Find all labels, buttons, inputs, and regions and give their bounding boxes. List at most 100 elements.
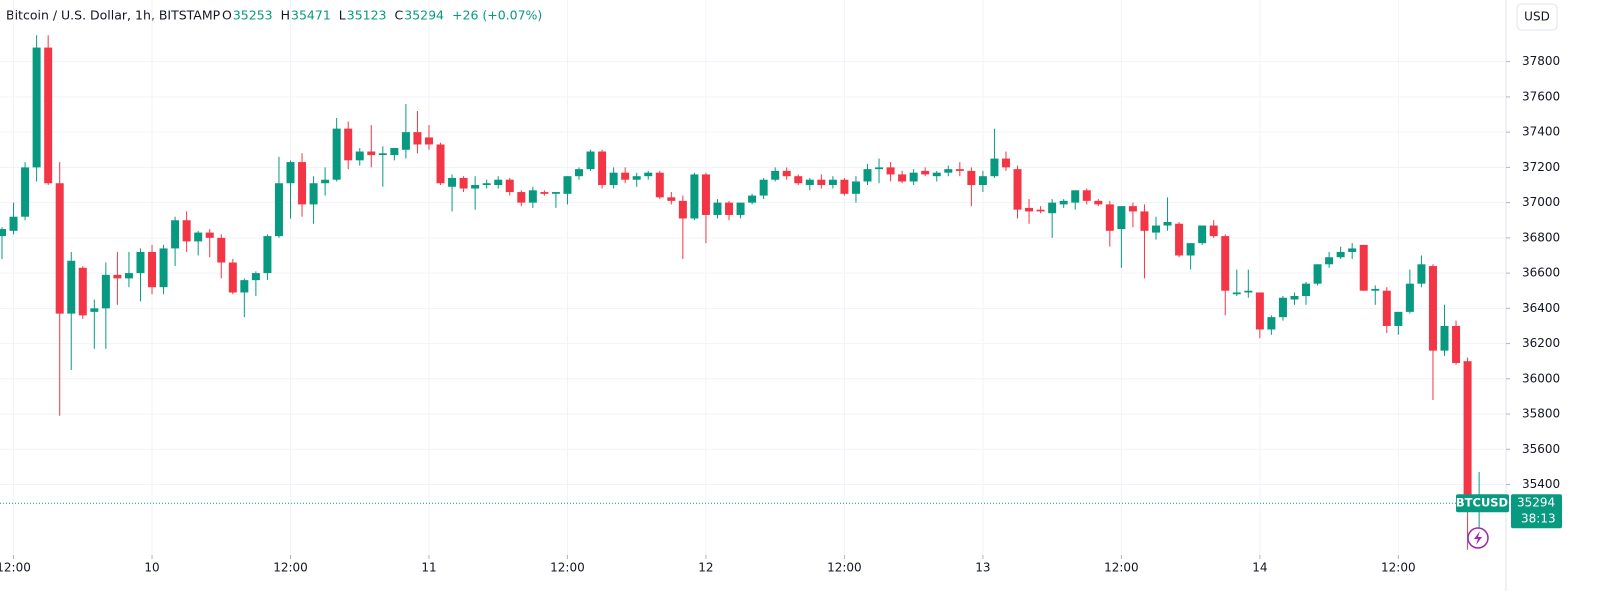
candle-body xyxy=(1105,204,1114,231)
candle-body xyxy=(598,151,607,185)
candle-body xyxy=(436,144,445,184)
candle-body xyxy=(1417,264,1426,284)
candle-body xyxy=(932,172,941,177)
candle-body xyxy=(655,172,664,198)
candle-body xyxy=(1059,200,1068,205)
candle-body xyxy=(182,220,191,242)
alert-icon[interactable] xyxy=(1467,527,1489,549)
symbol-title: Bitcoin / U.S. Dollar, 1h, BITSTAMP xyxy=(6,8,221,23)
candle-body xyxy=(367,151,376,156)
candle-body xyxy=(321,179,330,184)
candle-body xyxy=(1382,290,1391,326)
candle-body xyxy=(586,151,595,170)
y-tick-label: 36200 xyxy=(1522,336,1560,350)
candle-body xyxy=(1302,283,1311,296)
candle-body xyxy=(1140,211,1149,231)
candle-body xyxy=(378,153,387,156)
candle-body xyxy=(1244,290,1253,293)
candle-body xyxy=(344,128,353,161)
candle-body xyxy=(205,232,214,238)
ohlc-value: 35253 xyxy=(233,8,273,23)
candle-body xyxy=(713,202,722,215)
candle-body xyxy=(1001,158,1010,168)
x-tick-label: 14 xyxy=(1252,561,1267,575)
candle-body xyxy=(771,170,780,180)
ohlc-key: H xyxy=(281,8,290,23)
candle-body xyxy=(1152,225,1160,233)
symbol-tag xyxy=(1456,494,1509,513)
candle-body xyxy=(725,202,734,215)
candle-body xyxy=(424,137,433,145)
candle-body xyxy=(1128,206,1137,212)
candle-body xyxy=(217,237,226,263)
candle-body xyxy=(240,280,249,293)
candle-body xyxy=(1267,317,1276,330)
candle-body xyxy=(1025,207,1034,212)
currency-button[interactable] xyxy=(1516,3,1558,31)
candle-body xyxy=(632,176,641,180)
candle-body xyxy=(1048,202,1057,214)
candle-body xyxy=(955,169,964,171)
candle-body xyxy=(828,179,837,185)
candle-body xyxy=(909,172,918,182)
candle-body xyxy=(1359,244,1368,291)
candle-body xyxy=(678,200,687,219)
candle-body xyxy=(1348,248,1357,252)
candle-body xyxy=(90,308,99,312)
candle-body xyxy=(540,192,549,194)
symbol-tag-label: BTCUSD xyxy=(1456,496,1508,510)
y-tick-label: 37400 xyxy=(1522,125,1560,139)
candle-body xyxy=(1371,288,1380,291)
candle-body xyxy=(1198,225,1207,244)
candle-body xyxy=(1405,283,1414,312)
ohlc-legend: O 35253 H 35471 L 35123 C 35294 +26 (+0.07%) xyxy=(222,8,542,23)
y-tick-label: 37800 xyxy=(1522,54,1560,68)
candle-body xyxy=(528,190,537,203)
x-tick-label: 12:00 xyxy=(1381,561,1416,575)
ohlc-value: 35294 xyxy=(404,8,444,23)
y-tick-label: 37600 xyxy=(1522,89,1560,103)
candle-body xyxy=(1209,225,1218,237)
candle-body xyxy=(748,195,757,203)
x-tick-label: 12:00 xyxy=(1104,561,1139,575)
candle-body xyxy=(355,151,364,161)
candle-body xyxy=(298,162,307,205)
candle-body xyxy=(21,167,30,217)
candle-body xyxy=(690,174,699,219)
candle-body xyxy=(332,128,341,180)
x-tick-label: 10 xyxy=(144,561,159,575)
candle-body xyxy=(1163,222,1172,226)
candle-body xyxy=(563,176,572,194)
candle-body xyxy=(471,185,480,189)
candle-body xyxy=(55,183,64,314)
candle-body xyxy=(148,251,157,288)
candle-body xyxy=(794,176,803,184)
candle-body xyxy=(840,179,849,194)
candle-body xyxy=(575,169,583,177)
candle-body xyxy=(32,47,41,168)
ohlc-key: O xyxy=(222,8,232,23)
y-tick-label: 35400 xyxy=(1522,477,1560,491)
candle-body xyxy=(978,176,987,185)
candle-body xyxy=(44,47,53,184)
y-tick-label: 35800 xyxy=(1522,407,1560,421)
candle-body xyxy=(1013,169,1022,210)
candle-body xyxy=(286,162,295,184)
ohlc-value: 35123 xyxy=(347,8,387,23)
candle-body xyxy=(9,216,18,231)
candle-body xyxy=(551,192,560,194)
candle-body xyxy=(0,229,6,237)
candle-body xyxy=(274,183,283,237)
y-tick-label: 36800 xyxy=(1522,230,1560,244)
candle-body xyxy=(1325,257,1334,265)
candle-body xyxy=(263,236,272,274)
candle-body xyxy=(228,262,237,293)
candle-body xyxy=(644,172,653,177)
candle-body xyxy=(944,169,953,173)
currency-label[interactable]: USD xyxy=(1524,10,1550,24)
candle-body xyxy=(1313,264,1322,284)
candle-body xyxy=(921,170,930,175)
candle-body xyxy=(1221,236,1230,291)
y-tick-label: 36400 xyxy=(1522,301,1560,315)
